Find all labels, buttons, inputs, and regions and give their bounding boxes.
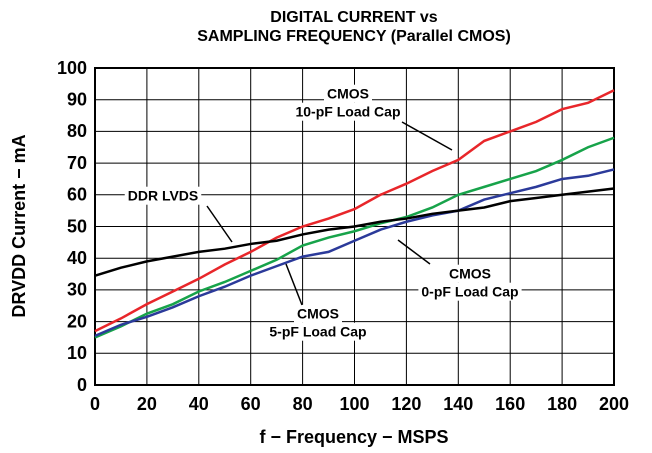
- chart-title: DIGITAL CURRENT vs: [270, 9, 438, 26]
- x-tick-label: 40: [189, 394, 209, 414]
- y-tick-label: 90: [67, 89, 87, 109]
- y-tick-label: 50: [67, 216, 87, 236]
- leader-line: [397, 239, 431, 265]
- series-line: [94, 168, 615, 338]
- y-tick-label: 60: [67, 185, 87, 205]
- series-line: [94, 89, 615, 333]
- x-axis-label: f − Frequency − MSPS: [259, 427, 448, 447]
- annotation: CMOS: [449, 266, 491, 282]
- y-tick-label: 30: [67, 280, 87, 300]
- series-line: [94, 136, 615, 339]
- x-tick-label: 200: [599, 394, 629, 414]
- leader-line: [401, 121, 453, 151]
- x-tick-label: 20: [137, 394, 157, 414]
- annotation-bg: [446, 264, 494, 283]
- annotation: 0-pF Load Cap: [421, 284, 518, 300]
- annotation-bg: [294, 304, 342, 323]
- annotation-bg: [266, 322, 370, 341]
- x-tick-label: 80: [293, 394, 313, 414]
- annotation: CMOS: [327, 86, 369, 102]
- leader-line: [285, 263, 303, 306]
- annotation-bg: [124, 186, 202, 205]
- series-line: [94, 187, 615, 277]
- x-tick-label: 0: [90, 394, 100, 414]
- y-tick-label: 0: [77, 375, 87, 395]
- y-tick-label: 100: [57, 58, 87, 78]
- leader-line: [206, 205, 233, 243]
- x-tick-label: 120: [391, 394, 421, 414]
- x-tick-label: 140: [443, 394, 473, 414]
- y-axis-label: DRVDD Current − mA: [9, 134, 29, 317]
- annotation: CMOS: [297, 306, 339, 322]
- y-tick-label: 20: [67, 311, 87, 331]
- y-tick-label: 70: [67, 153, 87, 173]
- y-tick-label: 10: [67, 343, 87, 363]
- x-tick-label: 60: [241, 394, 261, 414]
- annotation: DDR LVDS: [128, 188, 199, 204]
- x-tick-label: 160: [495, 394, 525, 414]
- annotation-bg: [292, 102, 404, 121]
- x-tick-label: 180: [547, 394, 577, 414]
- annotation-bg: [324, 84, 372, 103]
- annotation: 10-pF Load Cap: [295, 104, 400, 120]
- y-tick-label: 80: [67, 121, 87, 141]
- y-tick-label: 40: [67, 248, 87, 268]
- x-tick-label: 100: [339, 394, 369, 414]
- plot-frame: [94, 67, 615, 386]
- annotation: 5-pF Load Cap: [269, 324, 366, 340]
- chart-title: SAMPLING FREQUENCY (Parallel CMOS): [197, 28, 511, 45]
- annotation-bg: [418, 282, 522, 301]
